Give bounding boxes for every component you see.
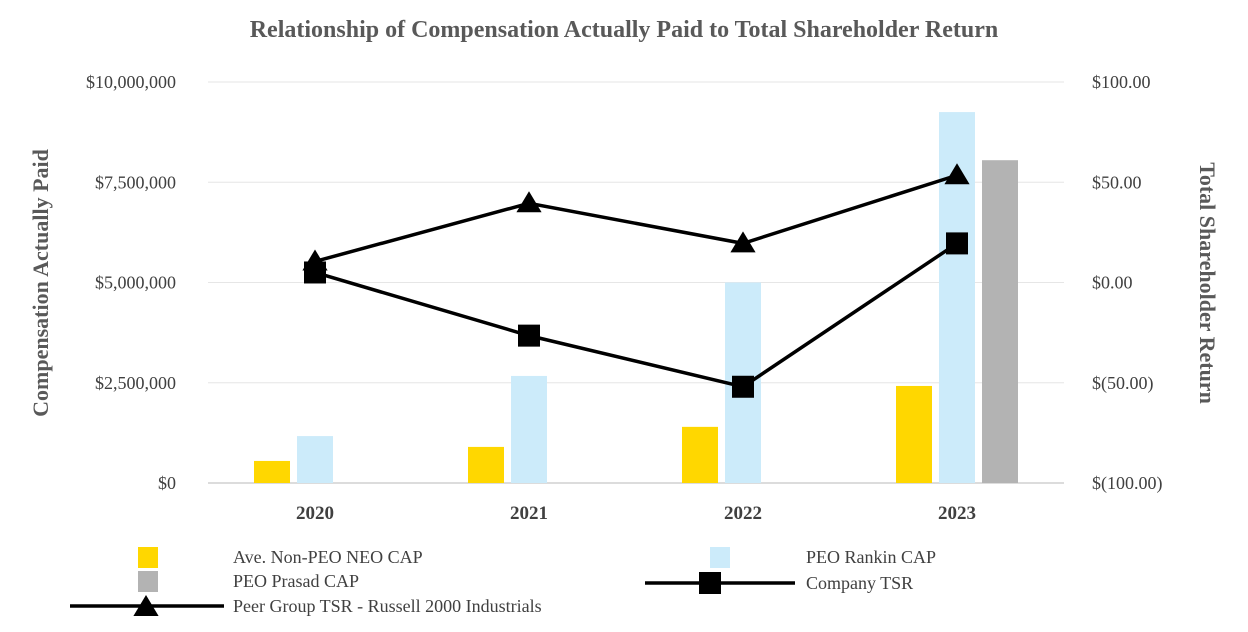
square-marker bbox=[732, 375, 754, 398]
legend-item: PEO Rankin CAP bbox=[710, 547, 936, 568]
legend-swatch bbox=[138, 547, 158, 568]
bar bbox=[982, 160, 1018, 483]
legend-swatch bbox=[710, 547, 730, 568]
square-marker bbox=[518, 324, 540, 347]
bar bbox=[297, 436, 333, 483]
y-tick-label: $0 bbox=[158, 473, 176, 493]
x-tick-label: 2023 bbox=[938, 503, 976, 524]
bar-series bbox=[254, 112, 1018, 483]
bar bbox=[468, 446, 504, 483]
chart-title: Relationship of Compensation Actually Pa… bbox=[250, 17, 999, 43]
legend-label: Peer Group TSR - Russell 2000 Industrial… bbox=[233, 596, 542, 616]
legend-item: Peer Group TSR - Russell 2000 Industrial… bbox=[70, 595, 542, 616]
legend-square-marker bbox=[699, 572, 721, 594]
triangle-marker bbox=[516, 191, 542, 213]
y2-tick-label: $(50.00) bbox=[1092, 373, 1154, 394]
series-line bbox=[314, 241, 958, 389]
y2-tick-label: $50.00 bbox=[1092, 172, 1142, 192]
bar bbox=[511, 375, 547, 483]
y2-axis-ticks: $(100.00) $(50.00) $0.00 $50.00 $100.00 bbox=[1092, 72, 1163, 494]
x-tick-label: 2020 bbox=[296, 503, 334, 524]
y-axis-label: Compensation Actually Paid bbox=[28, 149, 53, 417]
x-tick-label: 2022 bbox=[724, 503, 762, 524]
y-axis-ticks: $0 $2,500,000 $5,000,000 $7,500,000 $10,000,… bbox=[86, 72, 176, 493]
x-tick-label: 2021 bbox=[510, 503, 548, 524]
y2-axis-label: Total Shareholder Return bbox=[1195, 162, 1220, 404]
gridlines bbox=[208, 81, 1064, 484]
triangle-marker bbox=[302, 249, 328, 271]
y-tick-label: $2,500,000 bbox=[95, 373, 176, 393]
line-series bbox=[302, 163, 970, 398]
bar bbox=[896, 385, 932, 483]
legend-swatch bbox=[138, 571, 158, 592]
triangle-marker bbox=[944, 163, 970, 185]
legend-label: PEO Prasad CAP bbox=[233, 571, 359, 591]
series-line bbox=[314, 173, 958, 264]
legend-item: Company TSR bbox=[645, 572, 913, 594]
y2-tick-label: $100.00 bbox=[1092, 72, 1151, 92]
legend-item: Ave. Non-PEO NEO CAP bbox=[138, 547, 423, 568]
y2-tick-label: $0.00 bbox=[1092, 273, 1133, 293]
bar bbox=[254, 460, 290, 483]
legend-label: Company TSR bbox=[806, 573, 913, 593]
legend-item: PEO Prasad CAP bbox=[138, 571, 359, 592]
y2-tick-label: $(100.00) bbox=[1092, 473, 1163, 494]
y-tick-label: $5,000,000 bbox=[95, 273, 176, 293]
x-axis-ticks: 2020 2021 2022 2023 bbox=[296, 503, 976, 524]
legend: Ave. Non-PEO NEO CAP PEO Rankin CAP PEO Pr… bbox=[70, 547, 936, 616]
legend-triangle-marker bbox=[133, 595, 159, 616]
legend-label: PEO Rankin CAP bbox=[806, 547, 936, 567]
triangle-marker bbox=[730, 231, 756, 253]
legend-label: Ave. Non-PEO NEO CAP bbox=[233, 547, 423, 567]
square-marker bbox=[946, 232, 968, 255]
y-tick-label: $7,500,000 bbox=[95, 172, 176, 192]
bar bbox=[682, 426, 718, 483]
y-tick-label: $10,000,000 bbox=[86, 72, 176, 92]
